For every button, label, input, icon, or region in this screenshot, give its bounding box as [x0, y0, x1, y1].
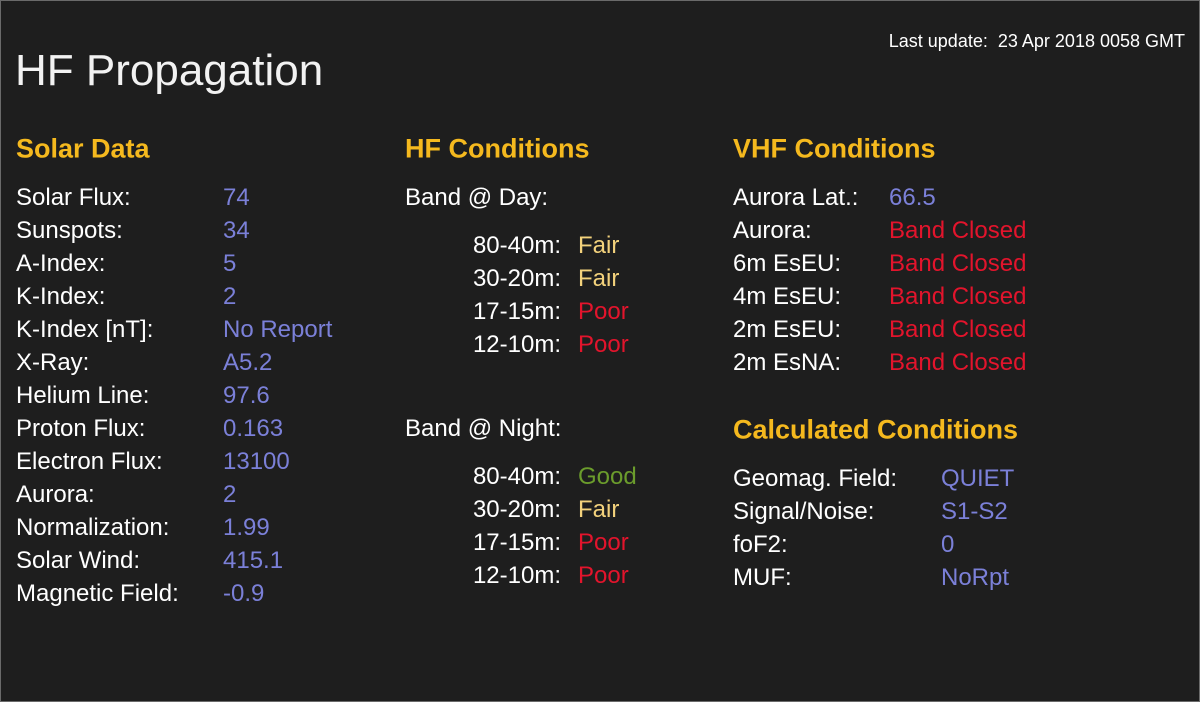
row-value: Poor [578, 331, 629, 358]
page-title: HF Propagation [15, 46, 324, 95]
row-label: Geomag. Field: [733, 465, 898, 492]
row-label: 12-10m: [472, 331, 561, 358]
row-value: Band Closed [889, 250, 1027, 277]
band-group-label: Band @ Day: [405, 184, 549, 211]
row-label: Aurora: [16, 481, 95, 508]
row-label: Proton Flux: [16, 415, 146, 442]
row-value: Poor [578, 562, 629, 589]
row-label: Signal/Noise: [733, 498, 875, 525]
row-value: 1.99 [223, 514, 270, 541]
row-label: 17-15m: [472, 298, 561, 325]
row-label: 80-40m: [472, 463, 561, 490]
row-label: 17-15m: [472, 529, 561, 556]
row-label: Normalization: [16, 514, 170, 541]
row-value: Fair [578, 265, 620, 292]
section-heading: Calculated Conditions [733, 414, 1019, 445]
row-label: 2m EsNA: [733, 349, 842, 376]
section-heading: VHF Conditions [733, 133, 936, 164]
row-value: 0.163 [223, 415, 284, 442]
row-value: Band Closed [889, 283, 1027, 310]
row-value: A5.2 [223, 349, 273, 376]
row-value: 66.5 [889, 184, 936, 211]
row-value: -0.9 [223, 580, 265, 607]
last-update-value: 23 Apr 2018 0058 GMT [997, 31, 1185, 51]
row-label: MUF: [733, 564, 792, 591]
row-value: S1-S2 [941, 498, 1008, 525]
row-value: Poor [578, 529, 629, 556]
row-label: A-Index: [16, 250, 106, 277]
row-value: 2 [223, 481, 237, 508]
row-value: 5 [223, 250, 237, 277]
row-label: Magnetic Field: [16, 580, 179, 607]
row-label: X-Ray: [16, 349, 90, 376]
row-label: 2m EsEU: [733, 316, 842, 343]
row-label: 6m EsEU: [733, 250, 842, 277]
row-label: foF2: [733, 531, 788, 558]
row-label: 4m EsEU: [733, 283, 842, 310]
row-value: QUIET [941, 465, 1015, 492]
row-label: K-Index [nT]: [16, 316, 154, 343]
row-value: 13100 [223, 448, 290, 475]
row-value: NoRpt [941, 564, 1010, 591]
row-label: Aurora Lat.: [733, 184, 859, 211]
row-value: 34 [223, 217, 250, 244]
row-label: 30-20m: [472, 265, 561, 292]
row-value: Good [578, 463, 637, 490]
row-label: Sunspots: [16, 217, 123, 244]
row-label: 30-20m: [472, 496, 561, 523]
row-value: No Report [223, 316, 333, 343]
row-value: 97.6 [223, 382, 270, 409]
section-heading: HF Conditions [405, 133, 590, 164]
row-label: 12-10m: [472, 562, 561, 589]
row-value: Fair [578, 232, 620, 259]
last-update-label: Last update: [888, 31, 988, 51]
row-label: Solar Wind: [16, 547, 141, 574]
row-value: 0 [941, 531, 955, 558]
row-label: Electron Flux: [16, 448, 163, 475]
row-value: 415.1 [223, 547, 284, 574]
band-group-label: Band @ Night: [405, 415, 562, 442]
row-label: 80-40m: [472, 232, 561, 259]
row-value: 74 [223, 184, 250, 211]
section-heading: Solar Data [16, 133, 150, 164]
row-value: Fair [578, 496, 620, 523]
row-label: K-Index: [16, 283, 106, 310]
row-value: Band Closed [889, 316, 1027, 343]
row-label: Aurora: [733, 217, 812, 244]
row-value: Band Closed [889, 217, 1027, 244]
row-value: 2 [223, 283, 237, 310]
row-value: Poor [578, 298, 629, 325]
row-label: Helium Line: [16, 382, 150, 409]
last-update: Last update: 23 Apr 2018 0058 GMT [889, 32, 1185, 50]
row-label: Solar Flux: [16, 184, 131, 211]
row-value: Band Closed [889, 349, 1027, 376]
